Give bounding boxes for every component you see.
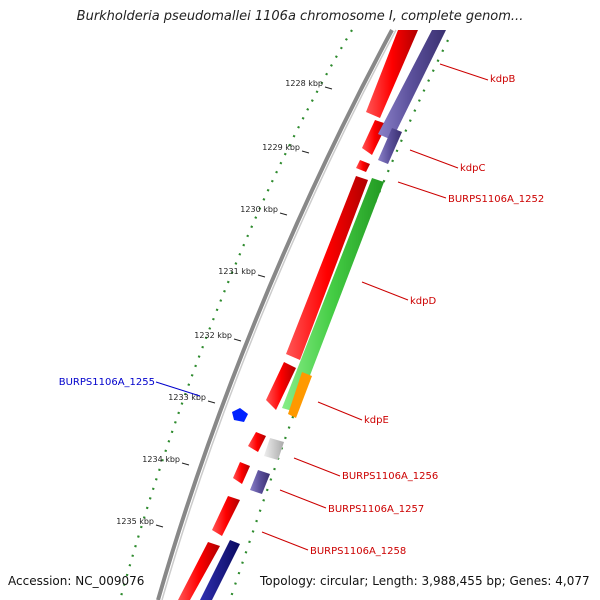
genome-summary-text: Topology: circular; Length: 3,988,455 bp… xyxy=(260,574,590,588)
gene-label[interactable]: kdpB xyxy=(490,74,515,85)
cog-extra xyxy=(200,540,240,600)
cog-1256 xyxy=(264,438,284,460)
reverse-gene-track xyxy=(232,408,248,422)
tick-label: 1234 kbp xyxy=(142,455,180,464)
tick-mark xyxy=(181,462,190,466)
tick-mark xyxy=(207,400,216,404)
cog-kdpE xyxy=(288,372,312,418)
gene-labels: kdpB kdpC BURPS1106A_1252 kdpD kdpE BURPS1106… xyxy=(59,74,545,557)
gene-arrow-1257 xyxy=(233,462,250,484)
tick-mark xyxy=(233,338,242,342)
tick-mark xyxy=(324,86,333,90)
gene-arrow-1258 xyxy=(212,496,240,536)
tick-label: 1228 kbp xyxy=(285,79,323,88)
label-leaders xyxy=(155,63,489,551)
gc-skew-track xyxy=(228,39,449,600)
label-leader-line xyxy=(155,381,201,397)
tick-label: 1233 kbp xyxy=(168,393,206,402)
label-leader-line xyxy=(439,63,489,81)
gene-label[interactable]: BURPS1106A_1252 xyxy=(448,194,544,205)
label-leader-line xyxy=(409,149,459,169)
gc-content-track xyxy=(118,29,353,600)
gene-arrow-kdpB xyxy=(366,30,418,118)
gene-arrow-kdpE xyxy=(266,362,296,410)
label-leader-line xyxy=(279,489,327,509)
cog-kdpD xyxy=(282,178,384,412)
gene-arrow-1252 xyxy=(356,160,370,172)
map-title: Burkholderia pseudomallei 1106a chromoso… xyxy=(76,9,524,24)
tick-label: 1232 kbp xyxy=(194,331,232,340)
gene-label[interactable]: BURPS1106A_1255 xyxy=(59,377,155,388)
backbone-ring xyxy=(156,29,397,600)
gene-label[interactable]: kdpC xyxy=(460,163,485,174)
tick-label: 1230 kbp xyxy=(240,205,278,214)
gene-label[interactable]: BURPS1106A_1256 xyxy=(342,471,438,482)
gene-arrow-1255 xyxy=(232,408,248,422)
forward-gene-track xyxy=(178,30,418,600)
cog-kdpC xyxy=(378,128,402,164)
label-leader-line xyxy=(397,181,447,199)
gene-arrow-1256 xyxy=(248,432,266,452)
tick-mark xyxy=(257,274,266,278)
tick-label: 1231 kbp xyxy=(218,267,256,276)
gene-label[interactable]: BURPS1106A_1257 xyxy=(328,504,424,515)
label-leader-line xyxy=(293,457,341,477)
tick-label: 1235 kbp xyxy=(116,517,154,526)
cog-track xyxy=(200,30,446,600)
tick-mark xyxy=(155,524,164,528)
gene-arrow-extra xyxy=(178,542,220,600)
label-leader-line xyxy=(317,401,363,421)
gene-arrow-kdpD xyxy=(286,176,368,360)
cog-kdpB xyxy=(378,30,446,140)
label-leader-line xyxy=(261,531,309,551)
label-leader-line xyxy=(361,281,409,301)
tick-label: 1229 kbp xyxy=(262,143,300,152)
tick-mark xyxy=(279,212,288,216)
tick-group: 1228 kbp 1229 kbp 1230 kbp 1231 kbp 1232 kbp… xyxy=(116,79,333,528)
cog-1257 xyxy=(250,470,270,494)
gene-label[interactable]: kdpD xyxy=(410,296,436,307)
gene-label[interactable]: BURPS1106A_1258 xyxy=(310,546,406,557)
gene-label[interactable]: kdpE xyxy=(364,415,389,426)
tick-mark xyxy=(301,150,310,154)
accession-text: Accession: NC_009076 xyxy=(8,574,145,588)
